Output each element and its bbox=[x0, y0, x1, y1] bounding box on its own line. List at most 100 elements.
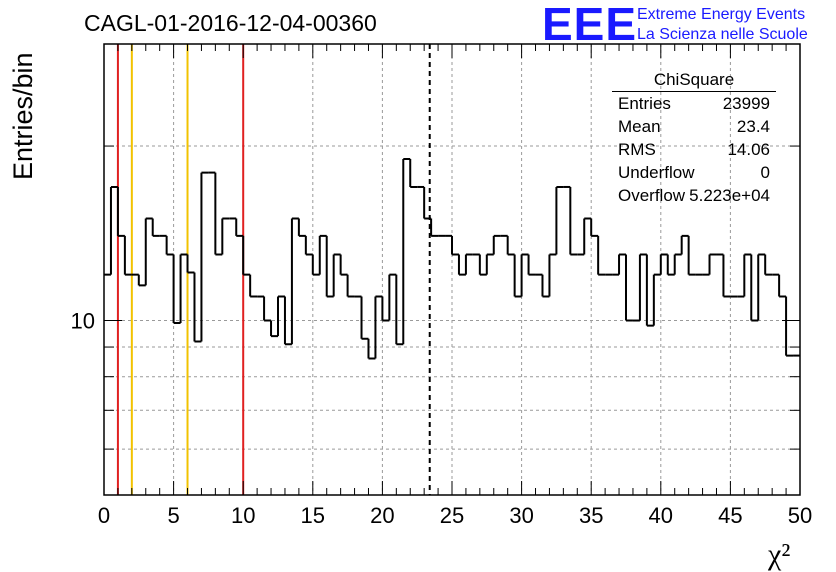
histogram-bin bbox=[659, 253, 668, 275]
histogram-series bbox=[104, 157, 800, 360]
histogram-bin bbox=[569, 186, 578, 256]
histogram-bin bbox=[144, 217, 153, 286]
histogram-bin bbox=[666, 254, 675, 276]
histogram-bin bbox=[395, 274, 404, 346]
histogram-bin bbox=[165, 235, 174, 256]
stats-value: 5.223e+04 bbox=[689, 186, 770, 205]
histogram-bin bbox=[750, 254, 759, 322]
eee-logo: EEE bbox=[542, 0, 638, 50]
histogram-bin bbox=[492, 234, 501, 255]
histogram-bin bbox=[137, 274, 146, 287]
histogram-bin bbox=[590, 218, 599, 237]
histogram-bin bbox=[221, 217, 230, 255]
histogram-bin bbox=[311, 254, 320, 276]
histogram-bin bbox=[583, 217, 592, 255]
reference-lines bbox=[116, 44, 431, 495]
chart-title: CAGL-01-2016-12-04-00360 bbox=[84, 10, 377, 36]
histogram-bin bbox=[513, 254, 522, 298]
histogram-bin bbox=[597, 235, 606, 276]
histogram-bin bbox=[179, 253, 188, 324]
stats-box: ChiSquare Entries 23999 Mean 23.4 RMS 14… bbox=[612, 70, 776, 208]
histogram-bin bbox=[764, 254, 773, 276]
histogram-bin bbox=[116, 186, 125, 237]
x-tick-label: 25 bbox=[440, 503, 464, 528]
histogram-bin bbox=[541, 274, 550, 298]
stats-key: Underflow bbox=[618, 163, 695, 182]
stats-value: 23.4 bbox=[736, 117, 770, 136]
histogram-bin bbox=[673, 253, 682, 275]
stats-name: ChiSquare bbox=[653, 70, 735, 89]
histogram-bin bbox=[367, 338, 376, 360]
histogram-bin bbox=[318, 234, 327, 275]
histogram-bin bbox=[423, 186, 432, 220]
histogram-bin bbox=[109, 185, 118, 275]
x-tick-label: 20 bbox=[370, 503, 394, 528]
histogram-bin bbox=[457, 254, 466, 276]
histogram-bin bbox=[555, 185, 564, 255]
stats-value: 14.06 bbox=[727, 140, 770, 159]
stats-key: Overflow bbox=[618, 186, 686, 205]
stats-value: 0 bbox=[760, 163, 770, 182]
histogram-bin bbox=[193, 272, 202, 343]
histogram-bin bbox=[687, 235, 696, 276]
histogram-bin bbox=[618, 253, 626, 275]
histogram-bin bbox=[430, 218, 439, 237]
histogram-bin bbox=[374, 295, 383, 359]
histogram-bin bbox=[332, 253, 341, 297]
histogram-bin bbox=[785, 296, 794, 357]
x-tick-label: 15 bbox=[301, 503, 325, 528]
stats-key: Mean bbox=[618, 117, 661, 136]
histogram-bin bbox=[186, 254, 195, 274]
histogram-bin bbox=[123, 235, 132, 276]
histogram-bin bbox=[270, 320, 278, 338]
x-tick-label: 0 bbox=[98, 503, 110, 528]
y-tick-label: 10 bbox=[71, 309, 95, 334]
histogram-bin bbox=[214, 172, 223, 256]
x-tick-label: 50 bbox=[788, 503, 812, 528]
histogram-bin bbox=[263, 296, 272, 322]
histogram-bin bbox=[325, 235, 334, 298]
histogram-bin bbox=[708, 253, 717, 275]
histogram-bin bbox=[743, 253, 752, 297]
grid-lines bbox=[104, 44, 800, 495]
histogram-bin bbox=[402, 157, 411, 345]
histogram-bin bbox=[638, 253, 647, 321]
histogram-bin bbox=[778, 274, 787, 298]
histogram-bin bbox=[520, 253, 529, 297]
tick-labels: 0 5 10 15 20 25 30 35 40 45 50 10 bbox=[71, 309, 813, 528]
histogram-bin bbox=[409, 158, 418, 188]
stats-divider bbox=[612, 91, 776, 92]
x-tick-label: 45 bbox=[718, 503, 742, 528]
histogram-bin bbox=[151, 218, 160, 237]
x-tick-label: 35 bbox=[579, 503, 603, 528]
histogram-bin bbox=[339, 254, 348, 276]
histogram-bin bbox=[451, 235, 459, 256]
histogram-bin bbox=[290, 217, 299, 345]
x-tick-label: 30 bbox=[509, 503, 533, 528]
stats-value: 23999 bbox=[722, 94, 770, 113]
histogram-bin bbox=[722, 254, 731, 298]
histogram-bin bbox=[304, 235, 313, 256]
histogram-bin bbox=[388, 273, 397, 321]
x-tick-label: 5 bbox=[167, 503, 179, 528]
histogram-bin bbox=[645, 254, 654, 327]
histogram-bin bbox=[242, 235, 251, 276]
axes-frame bbox=[103, 43, 801, 496]
histogram-bin bbox=[527, 254, 536, 276]
histogram-bin bbox=[381, 296, 390, 322]
histogram-bin bbox=[464, 253, 473, 275]
histogram-bin bbox=[346, 274, 355, 298]
histogram-bin bbox=[652, 273, 661, 326]
x-axis-label: χ² bbox=[768, 538, 791, 571]
logo-tagline-1: Extreme Energy Events bbox=[637, 6, 806, 23]
histogram-bin bbox=[680, 234, 689, 255]
histogram-bin bbox=[478, 254, 487, 276]
histogram-bin bbox=[277, 295, 285, 337]
histogram-bin bbox=[548, 253, 557, 297]
histogram-bin bbox=[625, 254, 633, 322]
histogram-bin bbox=[297, 218, 306, 237]
histogram-bin bbox=[283, 296, 292, 346]
x-tick-label: 10 bbox=[231, 503, 255, 528]
histogram-bin bbox=[235, 218, 244, 237]
histogram-bin bbox=[249, 274, 258, 298]
